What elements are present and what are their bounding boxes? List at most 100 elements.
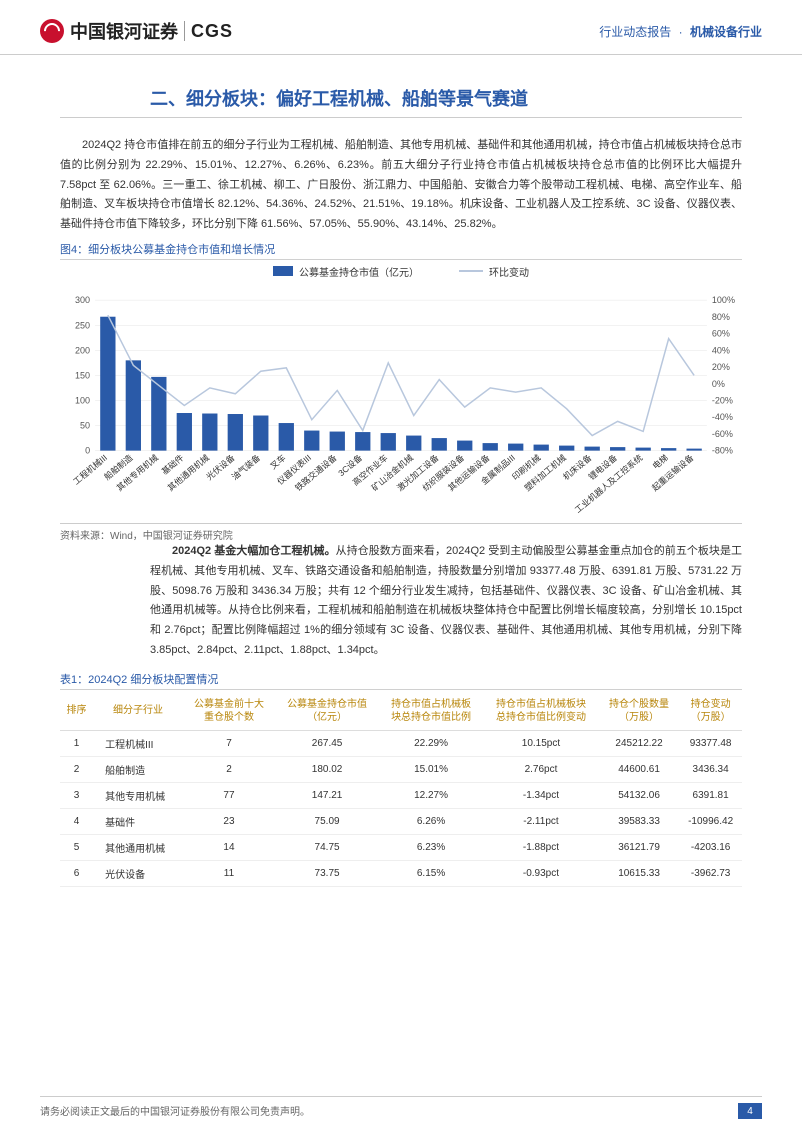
table-cell: 11 — [183, 860, 275, 886]
paragraph-2-body: 从持仓股数方面来看，2024Q2 受到主动偏股型公募基金重点加仓的前五个板块是工… — [150, 545, 742, 656]
table-row: 1工程机械III7267.4522.29%10.15pct245212.2293… — [60, 730, 742, 756]
table-cell: 74.75 — [275, 834, 379, 860]
table-row: 5其他通用机械1474.756.23%-1.88pct36121.79-4203… — [60, 834, 742, 860]
table-cell: -4203.16 — [679, 834, 742, 860]
table-cell: 77 — [183, 782, 275, 808]
table-cell: 船舶制造 — [93, 756, 183, 782]
table-col-header: 持仓市值占机械板块总持仓市值比例 — [379, 692, 483, 731]
svg-text:100: 100 — [75, 395, 90, 405]
table-col-header: 持仓个股数量（万股） — [599, 692, 679, 731]
svg-text:-40%: -40% — [712, 412, 733, 422]
svg-text:250: 250 — [75, 320, 90, 330]
table-cell: -0.93pct — [483, 860, 599, 886]
table-cell: 267.45 — [275, 730, 379, 756]
table-cell: -1.88pct — [483, 834, 599, 860]
table-col-header: 细分子行业 — [93, 692, 183, 731]
svg-text:叉车: 叉车 — [268, 452, 288, 471]
table-cell: 93377.48 — [679, 730, 742, 756]
table-cell: 光伏设备 — [93, 860, 183, 886]
svg-text:20%: 20% — [712, 362, 730, 372]
paragraph-2: 2024Q2 基金大幅加仓工程机械。从持仓股数方面来看，2024Q2 受到主动偏… — [150, 542, 742, 661]
table-cell: 6.26% — [379, 808, 483, 834]
table-cell: 39583.33 — [599, 808, 679, 834]
svg-text:50: 50 — [80, 421, 90, 431]
legend-bar: 公募基金持仓市值（亿元） — [273, 264, 419, 279]
page-number: 4 — [738, 1103, 762, 1119]
legend-line: 环比变动 — [459, 264, 529, 279]
table-cell: 2 — [183, 756, 275, 782]
table-cell: 36121.79 — [599, 834, 679, 860]
header-right: 行业动态报告 · 机械设备行业 — [599, 23, 762, 40]
table-cell: 75.09 — [275, 808, 379, 834]
table-cell: 基础件 — [93, 808, 183, 834]
table-cell: 10.15pct — [483, 730, 599, 756]
svg-text:油气装备: 油气装备 — [230, 452, 263, 482]
svg-text:-80%: -80% — [712, 446, 733, 456]
logo-icon — [40, 19, 64, 43]
svg-text:100%: 100% — [712, 295, 735, 305]
table-cell: 2.76pct — [483, 756, 599, 782]
logo-text-cn: 中国银河证券 — [70, 18, 178, 44]
table-header-row: 排序细分子行业公募基金前十大重仓股个数公募基金持仓市值（亿元）持仓市值占机械板块… — [60, 692, 742, 731]
table-cell: 工程机械III — [93, 730, 183, 756]
table-cell: -10996.42 — [679, 808, 742, 834]
legend-bar-swatch — [273, 266, 293, 276]
svg-text:0: 0 — [85, 446, 90, 456]
legend-bar-label: 公募基金持仓市值（亿元） — [299, 264, 419, 279]
table-cell: 12.27% — [379, 782, 483, 808]
disclaimer: 请务必阅读正文最后的中国银河证券股份有限公司免责声明。 — [40, 1103, 310, 1119]
svg-text:150: 150 — [75, 370, 90, 380]
table-row: 6光伏设备1173.756.15%-0.93pct10615.33-3962.7… — [60, 860, 742, 886]
legend-line-label: 环比变动 — [489, 264, 529, 279]
table-cell: 15.01% — [379, 756, 483, 782]
table-col-header: 公募基金持仓市值（亿元） — [275, 692, 379, 731]
svg-text:300: 300 — [75, 295, 90, 305]
table-col-header: 公募基金前十大重仓股个数 — [183, 692, 275, 731]
table-row: 4基础件2375.096.26%-2.11pct39583.33-10996.4… — [60, 808, 742, 834]
paragraph-1: 2024Q2 持仓市值排在前五的细分子行业为工程机械、船舶制造、其他专用机械、基… — [60, 136, 742, 235]
svg-text:0%: 0% — [712, 379, 725, 389]
table-cell: 7 — [183, 730, 275, 756]
legend-line-swatch — [459, 270, 483, 272]
table-cell: 6.23% — [379, 834, 483, 860]
table-cell: 5 — [60, 834, 93, 860]
table-cell: 3436.34 — [679, 756, 742, 782]
svg-text:-60%: -60% — [712, 429, 733, 439]
svg-text:200: 200 — [75, 345, 90, 355]
footer: 请务必阅读正文最后的中国银河证券股份有限公司免责声明。 4 — [40, 1096, 762, 1119]
logo-group: 中国银河证券 CGS — [40, 18, 233, 44]
svg-text:80%: 80% — [712, 312, 730, 322]
chart-legend: 公募基金持仓市值（亿元） 环比变动 — [60, 264, 742, 279]
table-cell: -3962.73 — [679, 860, 742, 886]
page-header: 中国银河证券 CGS 行业动态报告 · 机械设备行业 — [0, 0, 802, 55]
table-cell: 180.02 — [275, 756, 379, 782]
table-cell: 22.29% — [379, 730, 483, 756]
industry-category: 机械设备行业 — [690, 25, 762, 39]
svg-text:工程机械III: 工程机械III — [71, 452, 109, 486]
table-cell: 1 — [60, 730, 93, 756]
table-cell: 10615.33 — [599, 860, 679, 886]
chart-figure4: 公募基金持仓市值（亿元） 环比变动 0 50 100 150 200 250 300 -80%… — [60, 259, 742, 519]
table-cell: 245212.22 — [599, 730, 679, 756]
svg-text:-20%: -20% — [712, 395, 733, 405]
table-col-header: 持仓市值占机械板块总持仓市值比例变动 — [483, 692, 599, 731]
table-cell: 其他通用机械 — [93, 834, 183, 860]
logo-text-en: CGS — [191, 21, 233, 42]
table-cell: 6391.81 — [679, 782, 742, 808]
table-col-header: 持仓变动（万股） — [679, 692, 742, 731]
table-cell: 54132.06 — [599, 782, 679, 808]
content: 二、细分板块：偏好工程机械、船舶等景气赛道 2024Q2 持仓市值排在前五的细分… — [0, 55, 802, 887]
table-cell: 6 — [60, 860, 93, 886]
table-cell: 3 — [60, 782, 93, 808]
svg-text:60%: 60% — [712, 329, 730, 339]
table-cell: -1.34pct — [483, 782, 599, 808]
table1-caption: 表1：2024Q2 细分板块配置情况 — [60, 671, 742, 690]
table-cell: -2.11pct — [483, 808, 599, 834]
table-row: 2船舶制造2180.0215.01%2.76pct44600.613436.34 — [60, 756, 742, 782]
table-row: 3其他专用机械77147.2112.27%-1.34pct54132.06639… — [60, 782, 742, 808]
svg-text:电梯: 电梯 — [650, 452, 670, 471]
table-cell: 6.15% — [379, 860, 483, 886]
table-cell: 23 — [183, 808, 275, 834]
report-type: 行业动态报告 — [599, 25, 671, 39]
table-cell: 4 — [60, 808, 93, 834]
